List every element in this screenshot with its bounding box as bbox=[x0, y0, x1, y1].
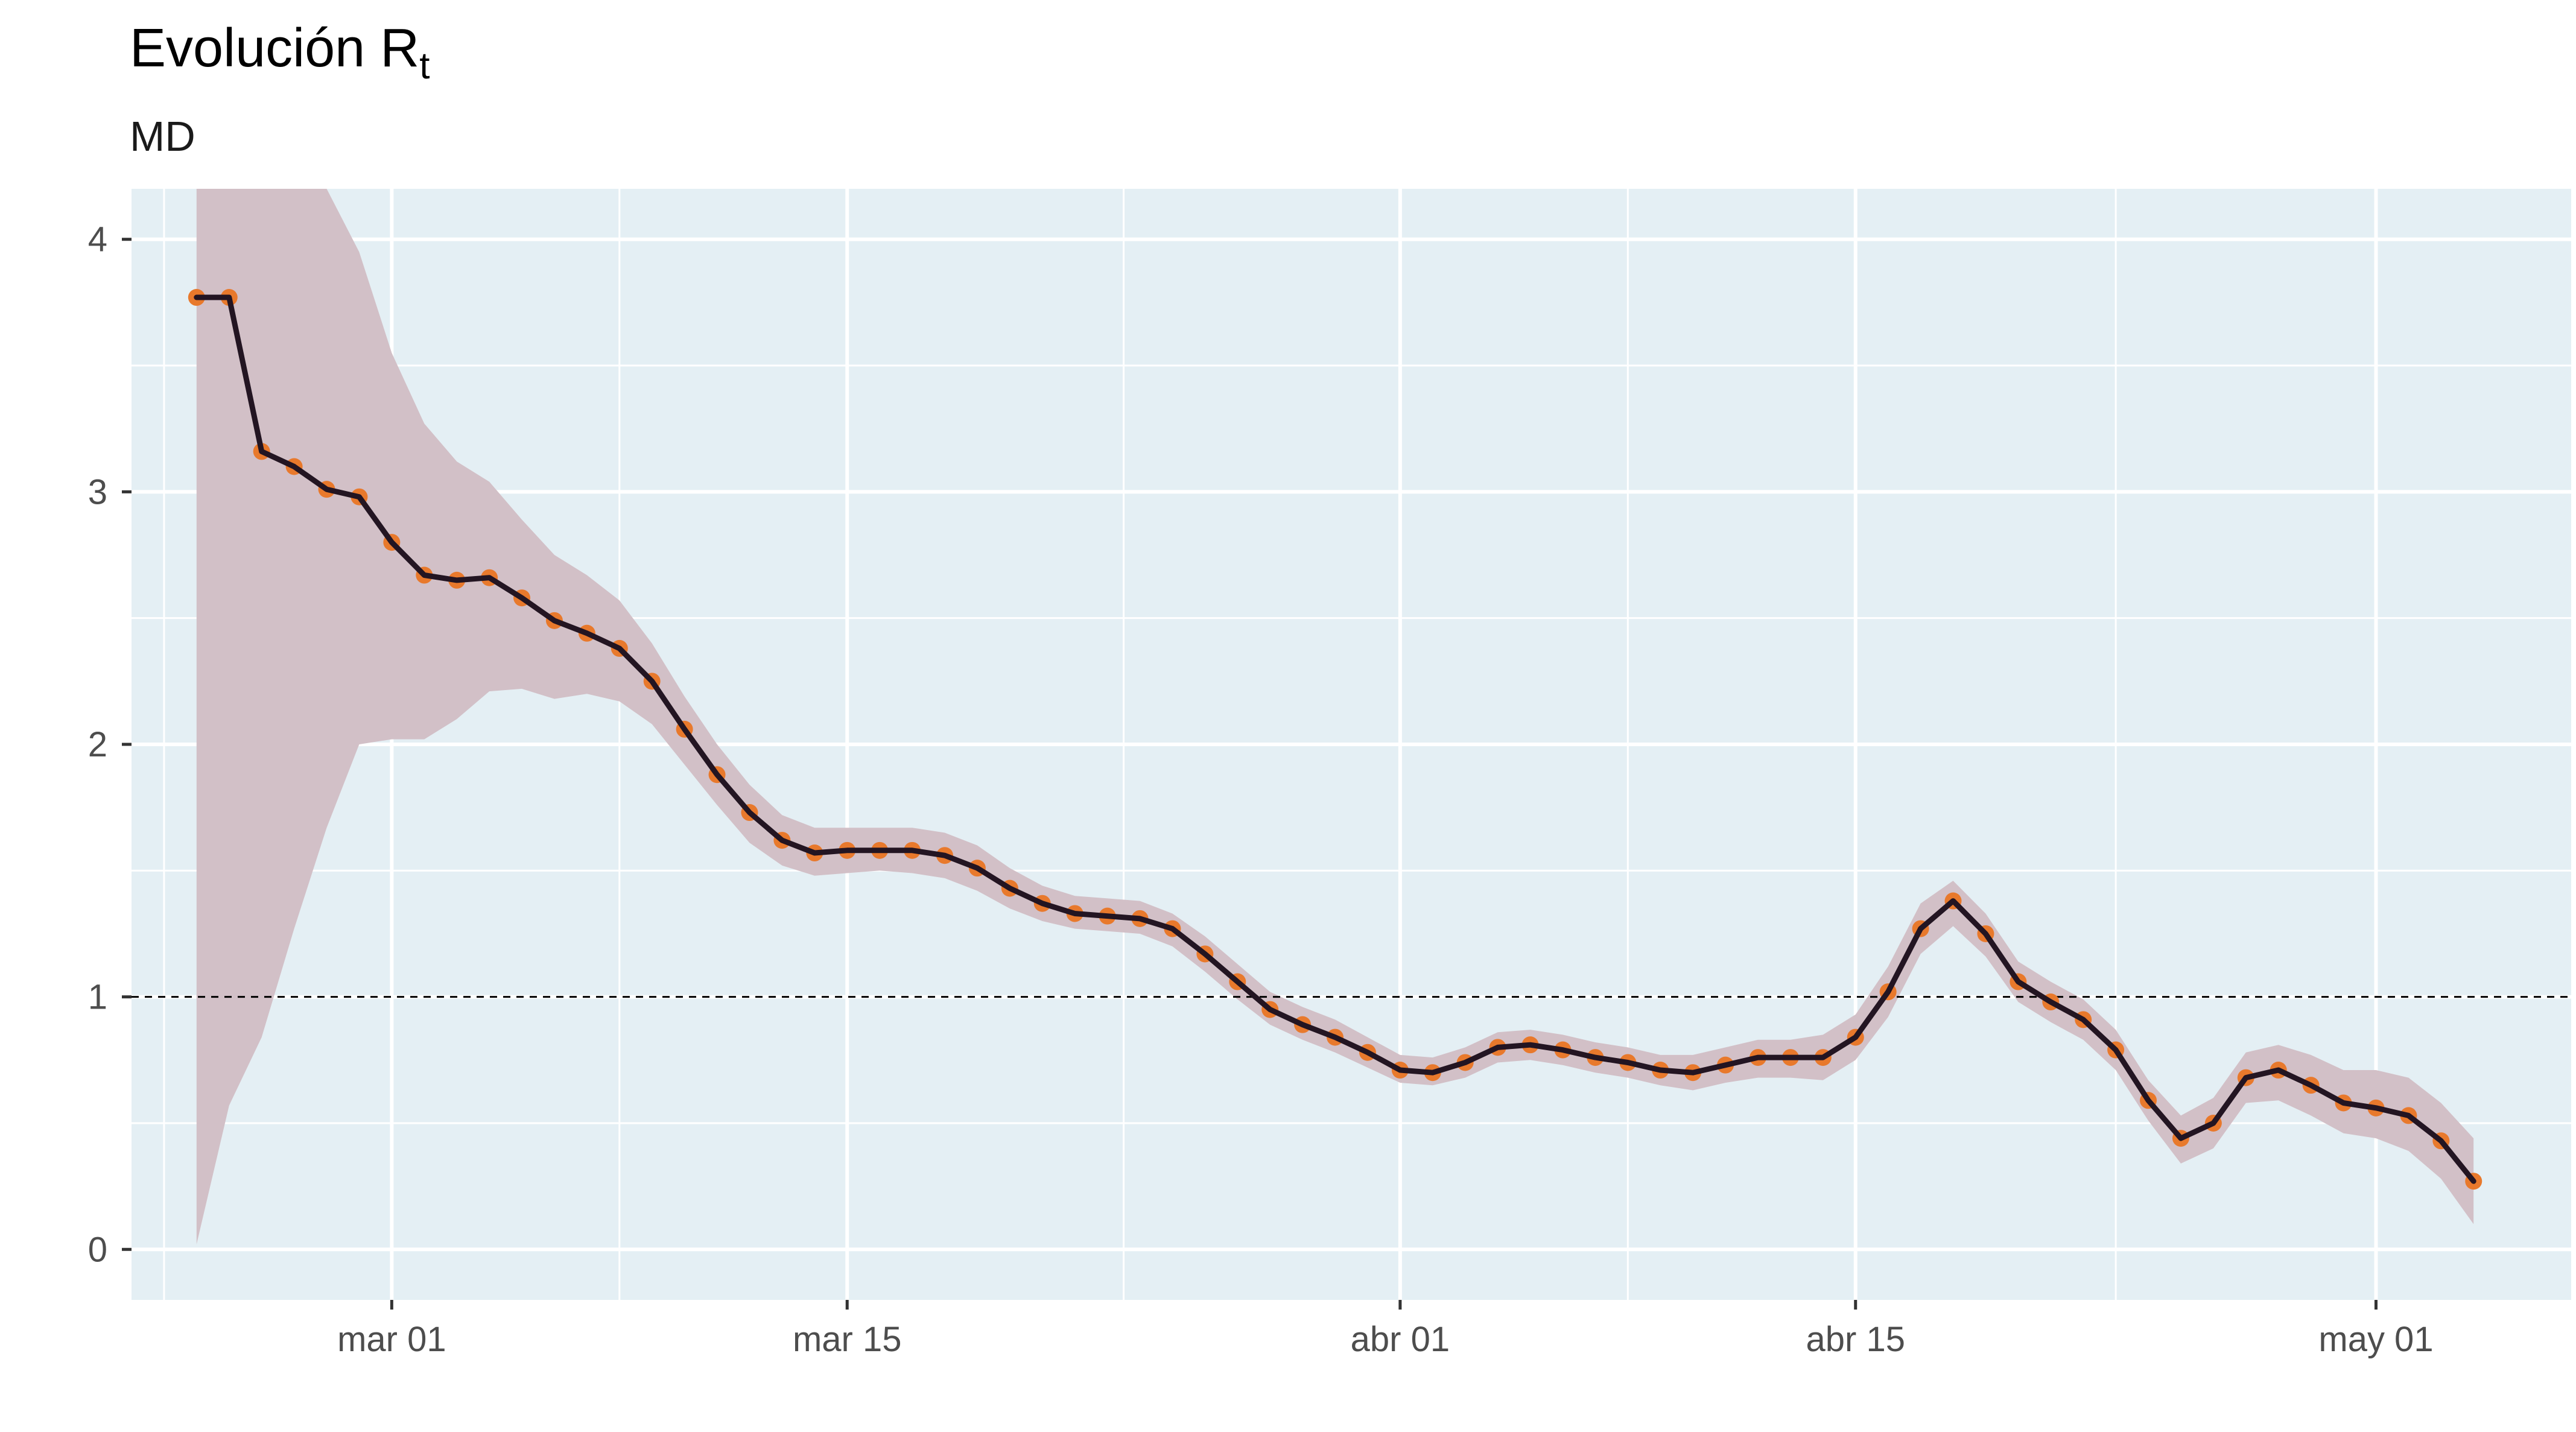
chart-subtitle: MD bbox=[130, 113, 195, 160]
x-tick-label: mar 15 bbox=[793, 1320, 902, 1359]
y-axis: 0 1 2 3 4 bbox=[88, 220, 132, 1269]
y-tick-label: 1 bbox=[88, 978, 107, 1017]
x-tick-label: abr 01 bbox=[1351, 1320, 1450, 1359]
y-tick-label: 4 bbox=[88, 220, 107, 259]
y-tick-label: 2 bbox=[88, 725, 107, 764]
chart-title: Evolución Rt bbox=[130, 18, 430, 87]
y-tick-label: 0 bbox=[88, 1230, 107, 1269]
x-tick-label: mar 01 bbox=[337, 1320, 446, 1359]
x-tick-label: abr 15 bbox=[1806, 1320, 1905, 1359]
y-tick-label: 3 bbox=[88, 472, 107, 512]
confidence-band bbox=[196, 189, 2474, 1244]
x-tick-label: may 01 bbox=[2318, 1320, 2433, 1359]
x-axis: mar 01 mar 15 abr 01 abr 15 may 01 bbox=[337, 1300, 2434, 1359]
series-line bbox=[194, 294, 2476, 1184]
